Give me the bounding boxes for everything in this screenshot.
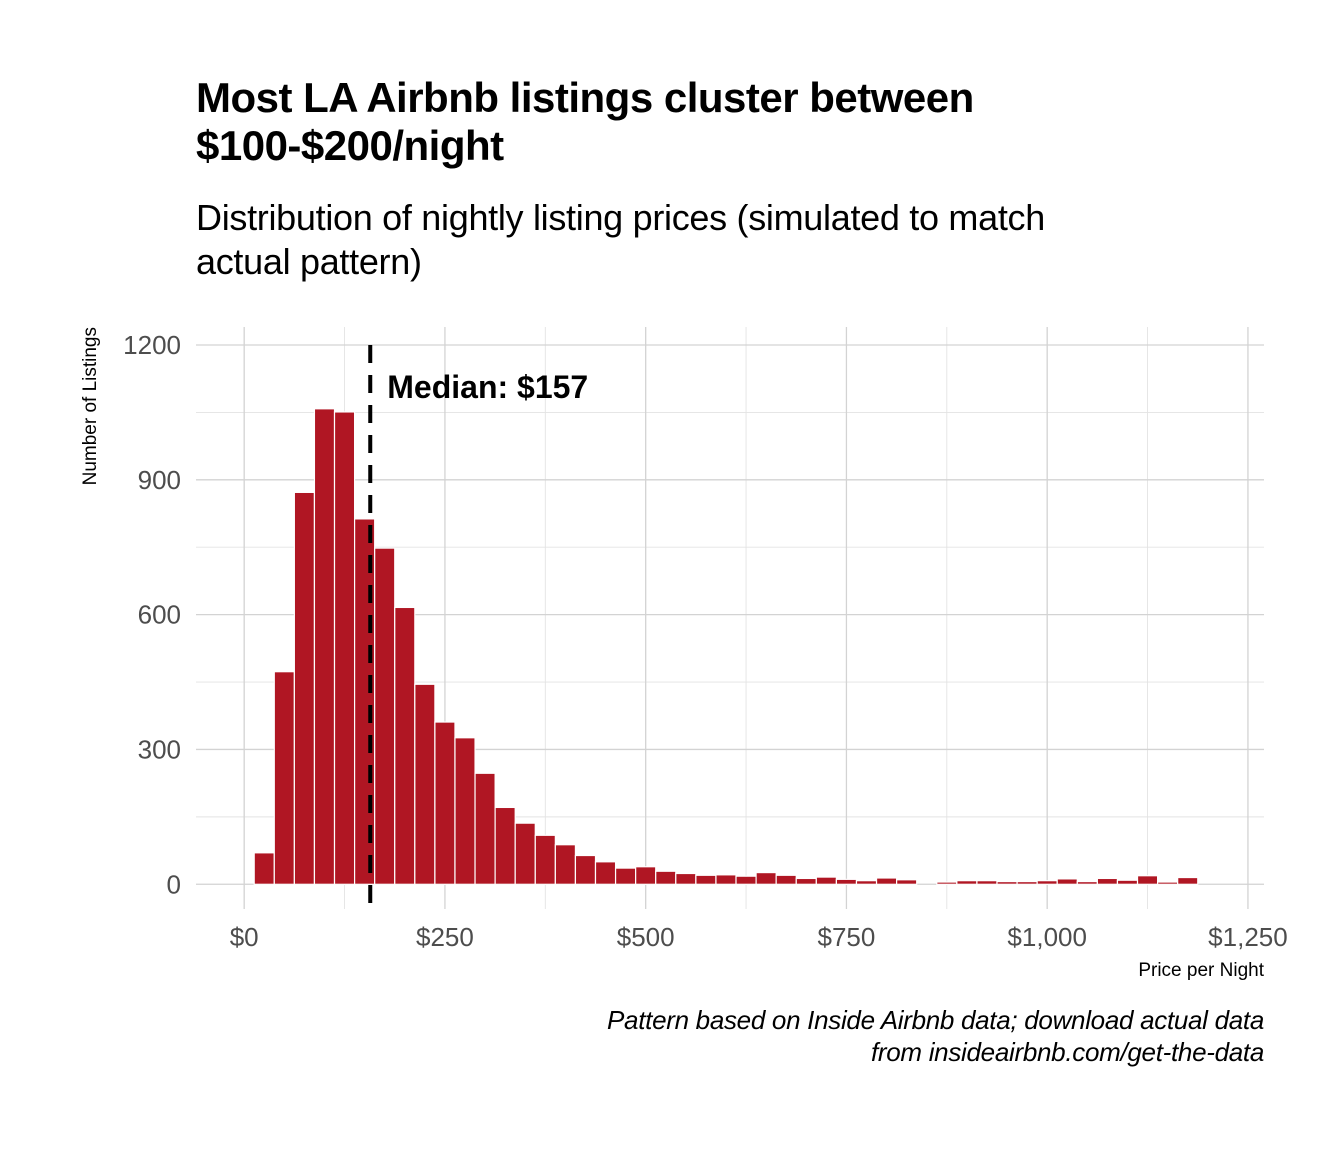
- histogram-bar: [976, 880, 998, 885]
- histogram-bar: [313, 408, 336, 885]
- histogram-bar: [594, 861, 617, 885]
- chart-title-line-2: $100-$200/night: [196, 122, 504, 169]
- histogram-bar: [635, 866, 657, 885]
- histogram-bar: [1036, 880, 1058, 885]
- histogram-bar: [434, 721, 456, 885]
- y-tick-label: 0: [167, 869, 181, 899]
- histogram-bar: [795, 877, 817, 885]
- histogram-bar: [514, 822, 536, 885]
- x-tick-label: $1,000: [1007, 922, 1087, 952]
- histogram-bar: [474, 772, 496, 885]
- histogram-bar: [1136, 875, 1159, 885]
- histogram-bar: [875, 877, 898, 885]
- histogram-bar: [574, 854, 597, 885]
- histogram-bar: [1056, 878, 1078, 885]
- histogram-bar: [735, 875, 757, 885]
- histogram-bar: [1157, 881, 1179, 885]
- chart-subtitle-line-2: actual pattern): [196, 241, 422, 282]
- histogram-bar: [896, 879, 918, 885]
- histogram-bar: [1177, 876, 1199, 885]
- histogram-bar: [614, 867, 637, 885]
- histogram-bar: [454, 737, 476, 885]
- x-tick-label: $500: [617, 922, 675, 952]
- chart-caption: Pattern based on Inside Airbnb data; dow…: [264, 1004, 1264, 1068]
- histogram-chart: Median: $157 $0 $250 $500 $750 $1,000 $1,250 …: [80, 327, 1288, 981]
- histogram-bar: [494, 806, 516, 885]
- histogram-bar: [835, 878, 858, 885]
- histogram-bar: [715, 874, 737, 885]
- chart-subtitle-line-1: Distribution of nightly listing prices (…: [196, 197, 1045, 238]
- histogram-bar: [855, 880, 878, 885]
- x-axis-tick-labels: $0 $250 $500 $750 $1,000 $1,250: [230, 922, 1288, 952]
- histogram-bar: [554, 844, 577, 885]
- histogram-bar: [273, 671, 295, 885]
- median-label: Median: $157: [387, 369, 588, 405]
- y-tick-label: 1200: [123, 330, 181, 360]
- histogram-bar: [956, 880, 978, 885]
- y-axis-title: Number of Listings: [80, 327, 101, 485]
- histogram-bar: [333, 411, 356, 885]
- histogram-bar: [1096, 877, 1119, 885]
- histogram-bar: [936, 881, 958, 885]
- histogram-bar: [996, 880, 1018, 885]
- y-axis-tick-labels: 0 300 600 900 1200: [123, 330, 181, 899]
- histogram-bar: [394, 606, 416, 885]
- histogram-bar: [534, 834, 556, 885]
- x-tick-label: $750: [818, 922, 876, 952]
- histogram-bar: [815, 876, 837, 885]
- histogram-bar: [1016, 880, 1038, 885]
- histogram-bar: [253, 852, 275, 885]
- histogram-bar: [755, 871, 777, 885]
- histogram-bar: [695, 874, 717, 885]
- histogram-bar: [675, 872, 697, 885]
- y-tick-label: 600: [138, 600, 181, 630]
- x-tick-label: $0: [230, 922, 259, 952]
- histogram-bar: [374, 547, 396, 885]
- caption-line-2: from insideairbnb.com/get-the-data: [870, 1037, 1264, 1067]
- histogram-bar: [414, 683, 436, 885]
- chart-title-line-1: Most LA Airbnb listings cluster between: [196, 74, 974, 121]
- caption-line-1: Pattern based on Inside Airbnb data; dow…: [607, 1005, 1264, 1035]
- median-annotation: Median: $157: [368, 345, 588, 913]
- bars: [253, 408, 1199, 885]
- chart-title: Most LA Airbnb listings cluster between …: [196, 74, 1276, 170]
- x-tick-label: $1,250: [1208, 922, 1288, 952]
- y-tick-label: 300: [138, 734, 181, 764]
- histogram-bar: [1076, 880, 1098, 885]
- x-axis-title: Price per Night: [1138, 960, 1264, 981]
- histogram-bar: [1116, 879, 1139, 885]
- x-tick-label: $250: [416, 922, 474, 952]
- histogram-bar: [775, 874, 797, 885]
- y-tick-label: 900: [138, 465, 181, 495]
- chart-subtitle: Distribution of nightly listing prices (…: [196, 196, 1286, 284]
- histogram-bar: [293, 491, 316, 885]
- histogram-bar: [655, 870, 677, 885]
